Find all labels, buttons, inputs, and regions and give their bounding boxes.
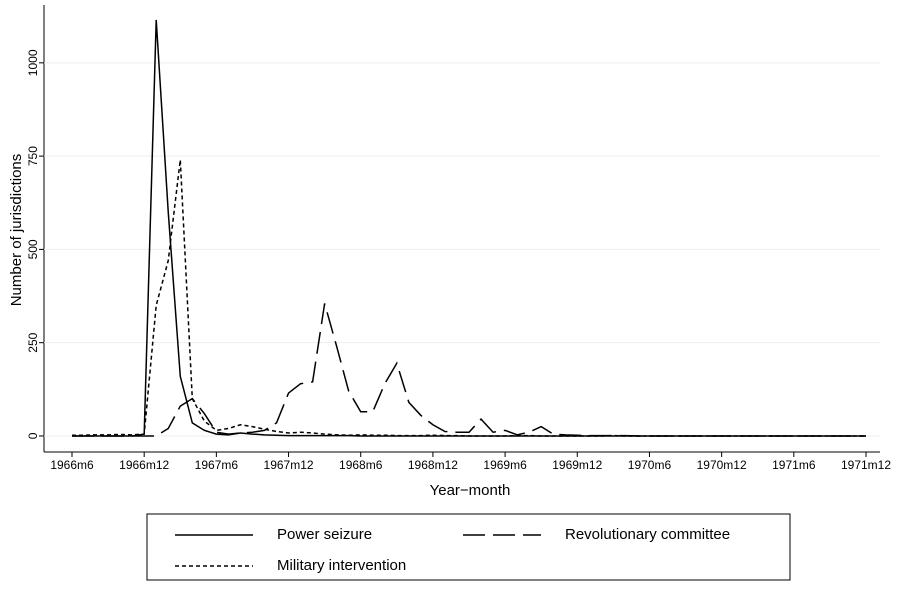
- x-tick-label: 1971m12: [841, 458, 891, 472]
- x-tick-label: 1971m6: [772, 458, 816, 472]
- legend-label: Military intervention: [277, 557, 406, 574]
- series-line: [72, 303, 866, 437]
- legend-box: [146, 513, 791, 581]
- x-tick-label: 1970m12: [697, 458, 747, 472]
- y-tick-label: 750: [26, 146, 40, 166]
- x-tick-label: 1966m6: [50, 458, 94, 472]
- legend-label: Power seizure: [277, 526, 372, 543]
- x-tick-label: 1967m6: [195, 458, 239, 472]
- series-line: [72, 159, 866, 437]
- x-tick-label: 1969m12: [552, 458, 602, 472]
- x-tick-label: 1968m6: [339, 458, 383, 472]
- x-tick-label: 1968m12: [408, 458, 458, 472]
- x-axis-title: Year−month: [430, 482, 511, 499]
- y-tick-label: 0: [26, 432, 40, 439]
- legend-label: Revolutionary committee: [565, 526, 730, 543]
- y-tick-label: 1000: [26, 49, 40, 76]
- x-tick-label: 1969m6: [483, 458, 527, 472]
- x-tick-label: 1967m12: [264, 458, 314, 472]
- x-tick-label: 1970m6: [628, 458, 672, 472]
- y-tick-label: 250: [26, 332, 40, 352]
- y-axis-title: Number of jurisdictions: [8, 154, 25, 307]
- y-tick-label: 500: [26, 239, 40, 259]
- x-tick-label: 1966m12: [119, 458, 169, 472]
